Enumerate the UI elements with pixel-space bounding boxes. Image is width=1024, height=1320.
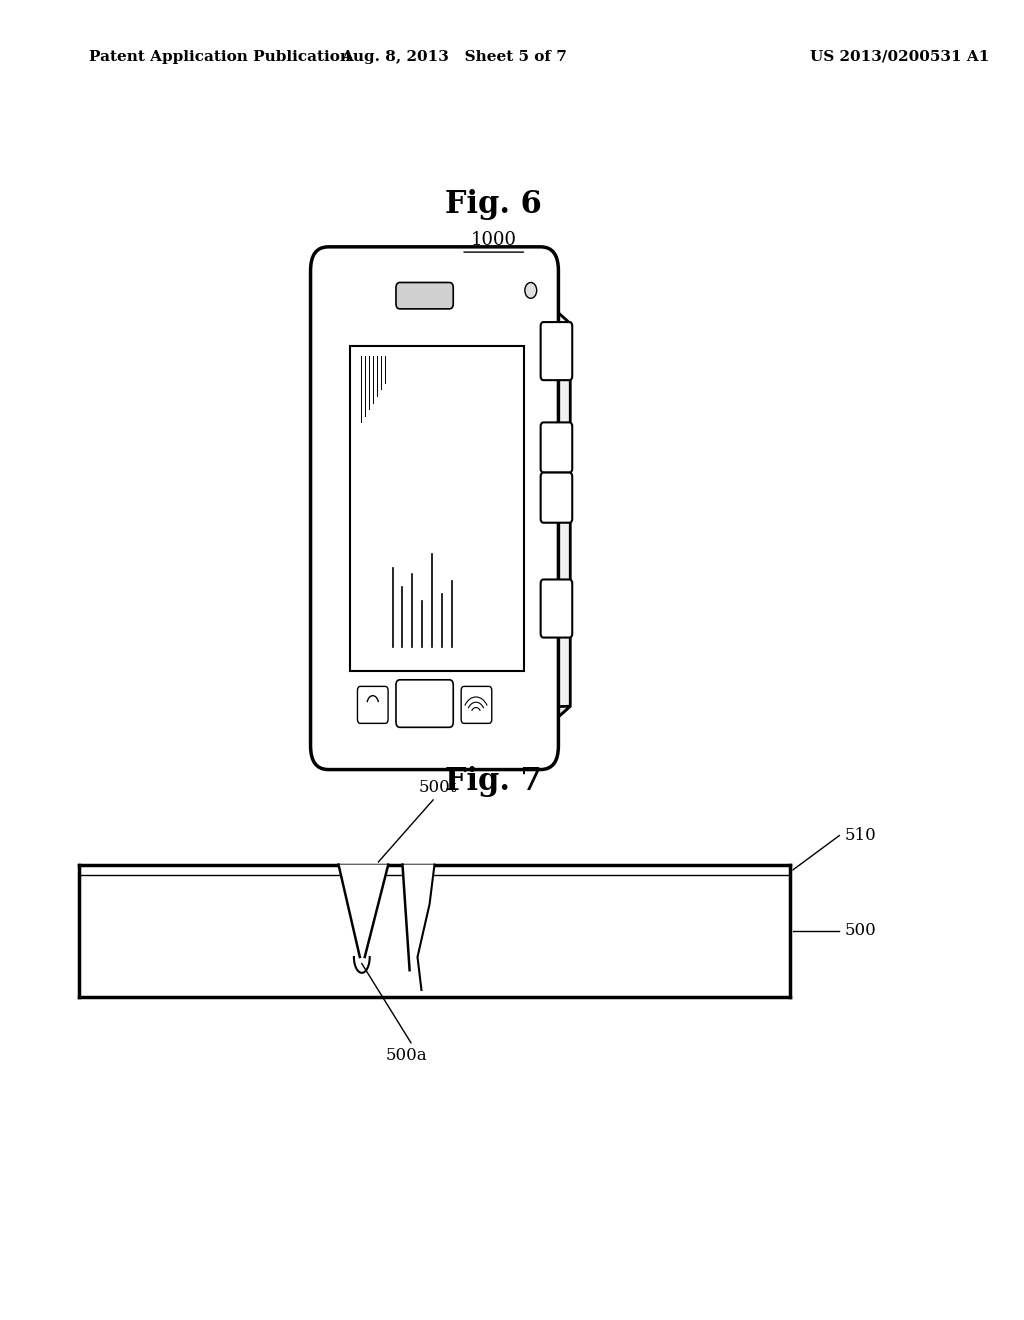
Text: 500: 500 — [845, 923, 877, 939]
Text: 1000: 1000 — [471, 231, 517, 249]
Polygon shape — [339, 865, 388, 957]
Circle shape — [525, 282, 537, 298]
Text: 510: 510 — [845, 828, 877, 843]
Bar — [79, 865, 790, 997]
FancyBboxPatch shape — [541, 422, 572, 473]
FancyBboxPatch shape — [357, 686, 388, 723]
Text: Fig. 7: Fig. 7 — [445, 766, 542, 797]
FancyBboxPatch shape — [396, 282, 454, 309]
FancyBboxPatch shape — [350, 346, 524, 671]
Text: Aug. 8, 2013   Sheet 5 of 7: Aug. 8, 2013 Sheet 5 of 7 — [341, 50, 567, 63]
Polygon shape — [338, 706, 570, 746]
Text: 500a: 500a — [385, 1047, 427, 1064]
FancyBboxPatch shape — [396, 680, 454, 727]
FancyBboxPatch shape — [461, 686, 492, 723]
FancyBboxPatch shape — [541, 473, 572, 523]
FancyBboxPatch shape — [541, 322, 572, 380]
Text: US 2013/0200531 A1: US 2013/0200531 A1 — [810, 50, 989, 63]
Text: 500t: 500t — [419, 779, 458, 796]
Polygon shape — [541, 297, 570, 733]
FancyBboxPatch shape — [310, 247, 558, 770]
FancyBboxPatch shape — [541, 579, 572, 638]
Polygon shape — [402, 865, 434, 990]
Text: Patent Application Publication: Patent Application Publication — [89, 50, 351, 63]
Text: Fig. 6: Fig. 6 — [445, 189, 542, 220]
